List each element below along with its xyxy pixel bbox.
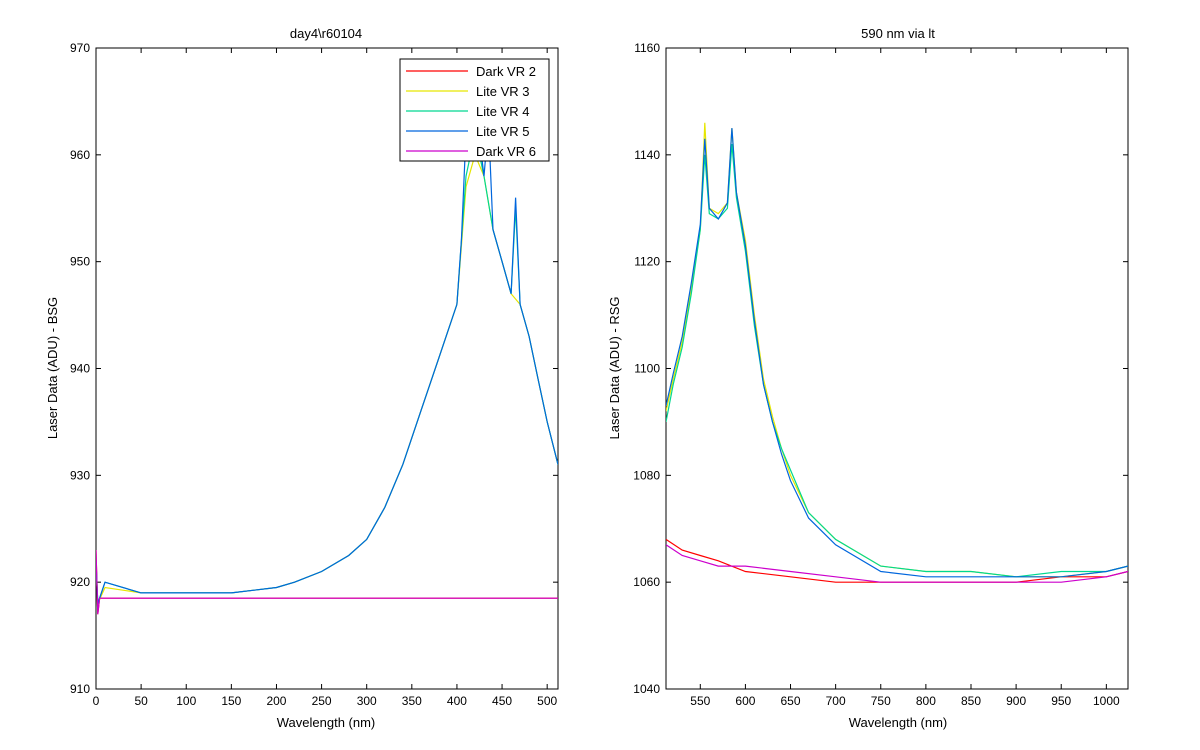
left-x-tick-label: 250 (312, 694, 332, 708)
right-x-tick-label: 800 (916, 694, 936, 708)
left-x-tick-label: 100 (176, 694, 196, 708)
right-chart-title: 590 nm via lt (861, 26, 935, 41)
right-x-tick-label: 650 (781, 694, 801, 708)
right-x-tick-label: 1000 (1093, 694, 1120, 708)
legend-label: Lite VR 3 (476, 84, 529, 99)
left-x-tick-label: 50 (134, 694, 148, 708)
legend-box (399, 58, 550, 162)
legend-label: Dark VR 2 (476, 64, 536, 79)
left-chart-panel: day4\r60104 Wavelength (nm) Laser Data (… (45, 26, 559, 730)
right-plot-area (665, 47, 1129, 690)
right-series-group (666, 122, 1128, 583)
legend-label: Lite VR 4 (476, 104, 529, 119)
legend-label: Dark VR 6 (476, 144, 536, 159)
right-x-tick-label: 900 (1006, 694, 1026, 708)
right-chart-panel: 590 nm via lt Wavelength (nm) Laser Data… (607, 26, 1129, 730)
right-series-line-lite-vr-5 (666, 128, 1128, 578)
right-x-tick-label: 700 (826, 694, 846, 708)
right-y-tick-label: 1100 (634, 362, 660, 376)
left-series-group (96, 101, 558, 615)
left-x-tick-label: 450 (492, 694, 512, 708)
right-x-tick-label: 950 (1051, 694, 1071, 708)
left-y-tick-label: 940 (70, 362, 90, 376)
right-y-tick-label: 1160 (634, 41, 660, 55)
left-chart-x-axis-label: Wavelength (nm) (277, 715, 376, 730)
left-series-line-lite-vr-5 (96, 101, 558, 604)
right-y-tick-label: 1060 (633, 575, 660, 589)
left-y-tick-label: 960 (70, 148, 90, 162)
right-y-tick-label: 1120 (634, 255, 660, 269)
left-y-tick-label: 910 (70, 682, 90, 696)
left-x-tick-label: 400 (447, 694, 467, 708)
right-x-tick-label: 550 (690, 694, 710, 708)
left-y-tick-label: 950 (70, 255, 90, 269)
right-x-tick-label: 850 (961, 694, 981, 708)
legend: Dark VR 2 Lite VR 3 Lite VR 4 Lite VR 5 Dark… (399, 58, 550, 162)
left-x-tick-label: 350 (402, 694, 422, 708)
left-series-line-dark-vr-6 (96, 550, 558, 615)
left-x-tick-label: 0 (93, 694, 100, 708)
left-y-tick-label: 920 (70, 575, 90, 589)
left-y-tick-label: 930 (70, 468, 90, 482)
left-chart-title: day4\r60104 (290, 26, 362, 41)
right-series-line-dark-vr-6 (666, 544, 1128, 583)
right-chart-x-axis-label: Wavelength (nm) (849, 715, 948, 730)
right-y-tick-label: 1140 (634, 148, 660, 162)
right-y-tick-label: 1040 (633, 682, 660, 696)
right-series-line-dark-vr-2 (666, 538, 1128, 583)
legend-label: Lite VR 5 (476, 124, 529, 139)
right-x-tick-label: 600 (735, 694, 755, 708)
right-y-tick-label: 1080 (633, 468, 660, 482)
right-x-tick-label: 750 (871, 694, 891, 708)
left-x-tick-label: 500 (537, 694, 557, 708)
left-y-tick-label: 970 (70, 41, 90, 55)
right-chart-y-axis-label: Laser Data (ADU) - RSG (607, 296, 622, 439)
left-x-tick-label: 200 (266, 694, 286, 708)
left-x-tick-label: 300 (357, 694, 377, 708)
left-x-tick-label: 150 (221, 694, 241, 708)
left-chart-y-axis-label: Laser Data (ADU) - BSG (45, 297, 60, 439)
